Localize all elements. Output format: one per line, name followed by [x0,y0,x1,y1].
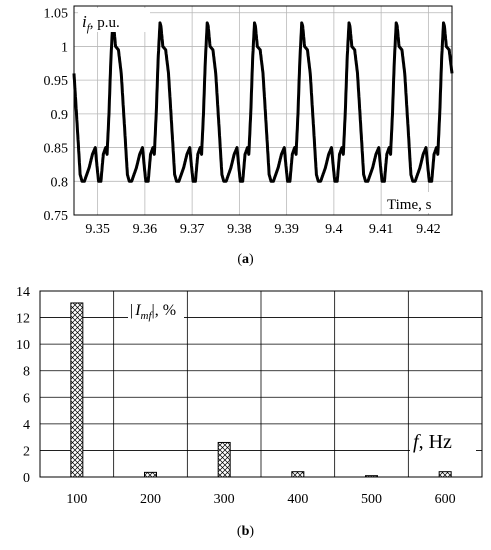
chart-a-xlabel-bg [383,192,450,213]
chart-b-bar [365,475,378,478]
chart-a-y-tick-label: 1.05 [44,7,69,22]
caption-b-letter: b [241,524,250,539]
caption-b-close: ) [249,524,255,539]
chart-b-ylabel-bar-left: | [130,302,133,319]
chart-b-y-tick-label: 4 [23,418,30,433]
chart-b-bars [70,302,452,478]
chart-a-y-ticks: 0.75 0.8 0.85 0.9 0.95 1 1.05 [44,7,69,224]
chart-b-x-ticks: 100 200 300 400 500 600 [66,492,455,507]
chart-a-x-tick-label: 9.42 [416,222,441,237]
chart-b-y-tick-label: 2 [23,444,30,459]
chart-b-y-tick-label: 8 [23,365,30,380]
chart-b-plot-frame [39,290,483,478]
chart-b-ylabel-subscript: mf [141,310,154,322]
chart-b-bar [144,471,157,478]
chart-a-y-tick-label: 0.95 [44,74,69,89]
chart-a-line: 0.75 0.8 0.85 0.9 0.95 1 1.05 9.35 9.36 9.37 9.38… [44,5,454,237]
chart-b-y-tick-label: 6 [23,391,30,406]
chart-a-plot-frame [73,5,453,216]
chart-b-bar [217,441,231,478]
chart-a-x-tick-label: 9.36 [133,222,158,237]
chart-a-ylabel: if, p.u. [82,12,120,34]
chart-a-ylabel-symbol: i [82,12,87,31]
chart-a-y-tick-label: 0.8 [51,175,69,190]
chart-b-ylabel: | Imf|, % [130,302,176,322]
chart-b-bar [291,471,305,478]
chart-b-bar [70,302,84,478]
caption-a-letter: a [242,252,249,267]
chart-b-x-tick-label: 400 [287,492,308,507]
chart-a-y-tick-label: 0.75 [44,209,69,224]
chart-b-xlabel-bg [410,428,476,455]
chart-b-y-tick-label: 10 [16,338,30,353]
chart-a-y-tick-label: 0.9 [51,108,69,123]
chart-b-x-tick-label: 100 [66,492,87,507]
chart-a-x-tick-label: 9.39 [274,222,299,237]
chart-b-xlabel: f, Hz [413,431,452,453]
caption-a-close: ) [249,252,254,267]
chart-a-x-tick-label: 9.35 [85,222,110,237]
chart-b-ylabel-symbol: I [134,302,141,319]
chart-b-y-tick-label: 12 [16,312,30,327]
chart-b-y-ticks: 0 2 4 6 8 10 12 14 [16,285,30,486]
chart-a-x-tick-label: 9.41 [369,222,394,237]
chart-a-x-tick-label: 9.38 [227,222,252,237]
chart-b-x-tick-label: 600 [435,492,456,507]
caption-b-open: ( [236,524,242,539]
chart-b-x-tick-label: 500 [361,492,382,507]
chart-a-ylabel-unit: , p.u. [90,15,120,31]
chart-b-xlabel-symbol: f [413,431,421,453]
chart-a-ylabel-bg [78,8,150,32]
chart-a-ylabel-subscript: f [87,22,92,34]
chart-b-ylabel-unit: |, % [152,302,177,319]
caption-a-open: ( [237,252,242,267]
chart-a-xlabel: Time, s [387,197,432,213]
chart-b-x-tick-label: 200 [140,492,161,507]
chart-b-ylabel-bg [128,296,184,322]
chart-b-y-tick-label: 0 [23,471,30,486]
caption-b: (b) [0,524,491,540]
chart-b-y-tick-label: 14 [16,285,30,300]
chart-a-y-tick-label: 0.85 [44,142,69,157]
chart-b-xlabel-unit: , Hz [419,431,452,453]
chart-a-series-line [72,21,454,183]
chart-b-bar [438,471,452,478]
chart-a-x-ticks: 9.35 9.36 9.37 9.38 9.39 9.4 9.41 9.42 [85,222,440,237]
chart-a-y-tick-label: 1 [61,40,68,55]
chart-a-x-tick-label: 9.4 [325,222,343,237]
chart-b-x-tick-label: 300 [214,492,235,507]
caption-a: (a) [0,252,491,268]
chart-a-x-tick-label: 9.37 [180,222,205,237]
